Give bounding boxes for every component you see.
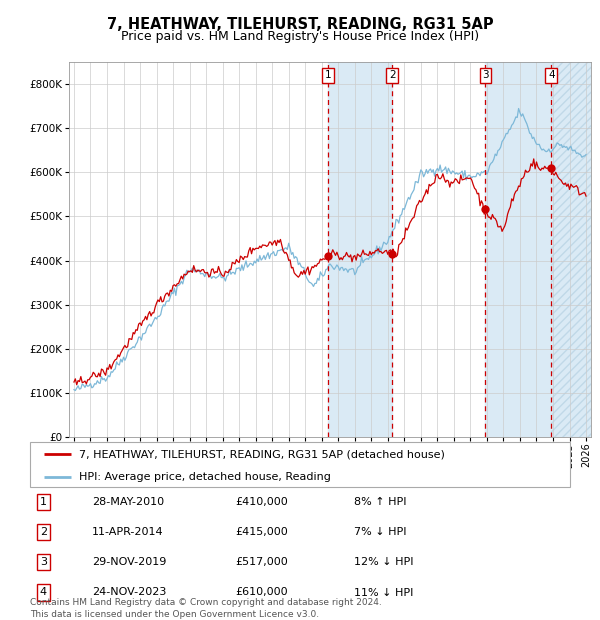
- Bar: [485, 62, 551, 437]
- Text: £610,000: £610,000: [235, 588, 288, 598]
- Bar: [328, 62, 392, 437]
- Text: 3: 3: [40, 557, 47, 567]
- Text: 11% ↓ HPI: 11% ↓ HPI: [354, 588, 413, 598]
- Text: 28-MAY-2010: 28-MAY-2010: [92, 497, 164, 507]
- Text: 12% ↓ HPI: 12% ↓ HPI: [354, 557, 413, 567]
- Text: 7, HEATHWAY, TILEHURST, READING, RG31 5AP (detached house): 7, HEATHWAY, TILEHURST, READING, RG31 5A…: [79, 449, 445, 459]
- Text: 29-NOV-2019: 29-NOV-2019: [92, 557, 166, 567]
- Text: 1: 1: [325, 70, 331, 80]
- FancyBboxPatch shape: [30, 442, 570, 487]
- Text: 2: 2: [40, 527, 47, 537]
- Text: Contains HM Land Registry data © Crown copyright and database right 2024.
This d: Contains HM Land Registry data © Crown c…: [30, 598, 382, 619]
- Text: £410,000: £410,000: [235, 497, 288, 507]
- Text: 1: 1: [40, 497, 47, 507]
- Text: 2: 2: [389, 70, 395, 80]
- Text: 24-NOV-2023: 24-NOV-2023: [92, 588, 166, 598]
- Text: Price paid vs. HM Land Registry's House Price Index (HPI): Price paid vs. HM Land Registry's House …: [121, 30, 479, 43]
- Bar: [551, 62, 595, 437]
- Text: 8% ↑ HPI: 8% ↑ HPI: [354, 497, 407, 507]
- Bar: [551, 62, 595, 437]
- Text: 4: 4: [40, 588, 47, 598]
- Text: £517,000: £517,000: [235, 557, 288, 567]
- Text: HPI: Average price, detached house, Reading: HPI: Average price, detached house, Read…: [79, 472, 331, 482]
- Text: 7% ↓ HPI: 7% ↓ HPI: [354, 527, 407, 537]
- Text: 3: 3: [482, 70, 489, 80]
- Text: 11-APR-2014: 11-APR-2014: [92, 527, 164, 537]
- Text: 7, HEATHWAY, TILEHURST, READING, RG31 5AP: 7, HEATHWAY, TILEHURST, READING, RG31 5A…: [107, 17, 493, 32]
- Text: £415,000: £415,000: [235, 527, 288, 537]
- Text: 4: 4: [548, 70, 554, 80]
